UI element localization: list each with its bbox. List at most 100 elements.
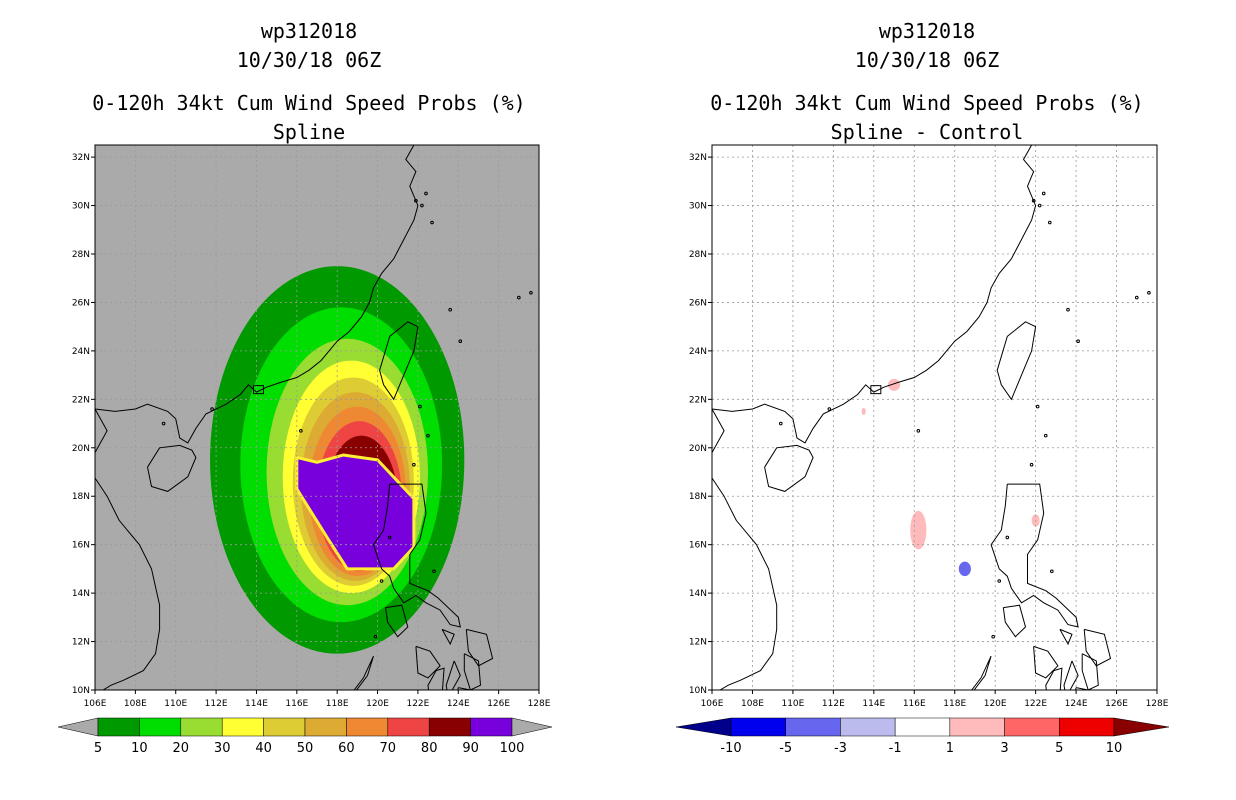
coastline-bohol (1075, 687, 1089, 690)
coastline-mindoro (385, 604, 409, 638)
colorbar-label-2: 20 (173, 741, 190, 756)
island-speck-10 (414, 198, 418, 203)
island-speck-8 (420, 203, 424, 208)
lat-tick-label-20N: 20N (72, 444, 90, 454)
lon-tick-label-122E: 122E (1024, 699, 1047, 709)
island-speck-8 (1037, 203, 1042, 208)
colorbar-extend-left (57, 717, 99, 737)
lat-tick-label-32N: 32N (689, 153, 707, 163)
lat-tick-label-24N: 24N (72, 347, 90, 357)
lat-tick-label-26N: 26N (689, 298, 707, 308)
coastline-luzon (372, 483, 461, 628)
left-title-line-2: 10/30/18 06Z (237, 48, 382, 72)
coastline-cebu (1063, 660, 1079, 690)
colorbar-swatch-2 (840, 717, 896, 737)
island-speck-9 (1041, 191, 1046, 196)
island-speck-13 (778, 421, 783, 426)
coastline-hainan (764, 444, 814, 492)
lat-tick-label-26N: 26N (72, 298, 90, 308)
lat-tick-label-16N: 16N (689, 541, 707, 551)
colorbar-swatch-4 (263, 717, 306, 737)
island-speck-10 (1031, 198, 1036, 203)
lat-tick-label-12N: 12N (689, 638, 707, 648)
coastline-leyte (463, 653, 482, 690)
island-speck-3 (418, 404, 422, 409)
map-content (95, 145, 539, 690)
map-background (712, 145, 1157, 690)
map-frame (94, 144, 540, 691)
coastline-panay (415, 645, 441, 679)
colorbar-label-7: 70 (380, 741, 397, 756)
island-speck-6 (1147, 290, 1151, 295)
lat-tick-label-18N: 18N (689, 492, 707, 502)
colorbar-label-10: 100 (500, 741, 525, 756)
colorbar-swatch-4 (949, 717, 1005, 737)
lon-tick-label-118E: 118E (326, 699, 349, 709)
colorbar-label-8: 80 (421, 741, 438, 756)
island-speck-13 (161, 421, 166, 426)
lon-tick-label-106E: 106E (84, 699, 107, 709)
island-speck-12 (827, 407, 832, 411)
lat-tick-label-30N: 30N (689, 202, 707, 212)
lat-tick-label-28N: 28N (72, 250, 90, 260)
lon-tick-label-106E: 106E (701, 699, 724, 709)
map-frame (711, 144, 1158, 691)
right-panel: wp312018 10/30/18 06Z 0-120h 34kt Cum Wi… (675, 19, 1170, 756)
coastline-china (95, 145, 419, 444)
left-title-line-3: 0-120h 34kt Cum Wind Speed Probs (%) (92, 91, 525, 115)
lon-tick-label-120E: 120E (366, 699, 389, 709)
island-speck-0 (299, 429, 303, 433)
coastline-negros (427, 667, 445, 690)
island-speck-6 (529, 290, 533, 295)
island-speck-16 (991, 634, 995, 639)
right-title-line-3: 0-120h 34kt Cum Wind Speed Probs (%) (710, 91, 1143, 115)
lon-tick-label-124E: 124E (1065, 699, 1088, 709)
coastline-vietnam (712, 408, 778, 690)
coastline-masbate (441, 628, 455, 646)
diff-blob-positive-0 (910, 510, 927, 550)
colorbar-swatch-5 (304, 717, 347, 737)
colorbar-swatch-0 (730, 717, 786, 737)
lat-tick-label-32N: 32N (72, 153, 90, 163)
lat-tick-label-22N: 22N (72, 395, 90, 405)
colorbar-label-5: 3 (1000, 741, 1008, 756)
colorbar-label-3: 30 (214, 741, 231, 756)
island-speck-17 (387, 535, 392, 540)
island-speck-2 (1029, 462, 1034, 467)
island-speck-5 (458, 339, 463, 344)
coastline-taiwan (379, 321, 419, 401)
island-speck-11 (1047, 220, 1052, 225)
colorbar-label-0: -10 (720, 741, 741, 756)
colorbar-label-7: 10 (1106, 741, 1123, 756)
diff-blob-negative-1 (958, 561, 971, 577)
island-speck-2 (412, 462, 416, 467)
colorbar-swatch-6 (346, 717, 389, 737)
lat-tick-label-10N: 10N (72, 686, 90, 696)
coastline-taiwan (996, 321, 1037, 401)
coastline-samar (1083, 628, 1112, 667)
colorbar-label-6: 5 (1055, 741, 1063, 756)
coastline-negros (1045, 667, 1063, 690)
island-speck-12 (210, 407, 214, 411)
coastline-bohol (457, 687, 472, 690)
left-colorbar: 5 10 20 30 40 50 60 70 80 90 100 (57, 717, 553, 756)
colorbar-swatch-8 (428, 717, 471, 737)
island-speck-4 (1066, 307, 1070, 312)
colorbar-swatch-7 (387, 717, 430, 737)
island-speck-4 (448, 307, 453, 312)
lat-tick-label-14N: 14N (72, 589, 90, 599)
colorbar-label-3: -1 (889, 741, 902, 756)
lon-tick-label-112E: 112E (822, 699, 845, 709)
lat-tick-label-22N: 22N (689, 395, 707, 405)
colorbar-label-1: -5 (779, 741, 792, 756)
island-speck-7 (1134, 295, 1139, 300)
lat-tick-label-24N: 24N (689, 347, 707, 357)
lat-tick-label-28N: 28N (689, 250, 707, 260)
lat-tick-label-30N: 30N (72, 202, 90, 212)
island-speck-5 (1076, 339, 1080, 344)
coastline-palawan (971, 655, 992, 690)
lon-tick-label-118E: 118E (943, 699, 966, 709)
lon-tick-label-110E: 110E (781, 699, 804, 709)
island-speck-14 (1050, 569, 1054, 574)
